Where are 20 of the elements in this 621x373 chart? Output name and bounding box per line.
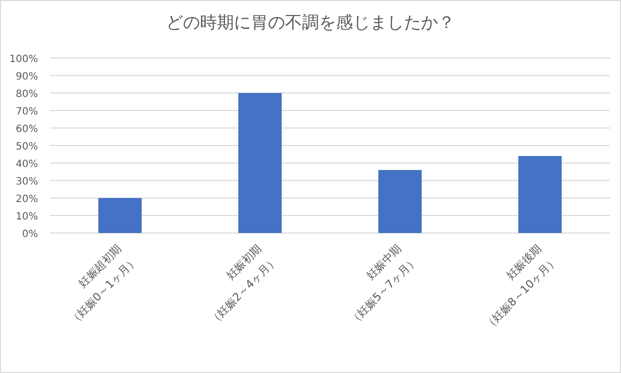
y-tick-label: 100% <box>9 54 38 65</box>
bar <box>518 156 562 233</box>
y-tick-label: 40% <box>16 159 38 170</box>
y-tick-label: 70% <box>16 106 38 118</box>
x-tick-label: 妊娠初期 （妊娠2～4ヶ月） <box>206 242 280 328</box>
y-tick-label: 30% <box>16 176 38 188</box>
y-tick-label: 80% <box>16 89 38 100</box>
bar <box>378 170 422 233</box>
y-tick-label: 50% <box>16 142 38 152</box>
x-tick-label: 妊娠超初期 （妊娠0～1ヶ月） <box>66 242 140 328</box>
y-tick-label: 10% <box>16 212 38 222</box>
bar <box>98 198 142 233</box>
y-tick-label: 90% <box>16 72 38 82</box>
x-tick-label: 妊娠後期 （妊娠8～10ヶ月） <box>482 242 560 332</box>
bar <box>238 93 282 233</box>
chart-title: どの時期に胃の不調を感じましたか？ <box>166 13 455 33</box>
y-tick-label: 0% <box>22 229 38 240</box>
y-tick-label: 60% <box>16 124 38 135</box>
y-tick-label: 20% <box>16 194 38 205</box>
x-tick-label: 妊娠中期 （妊娠5～7ヶ月） <box>346 242 420 328</box>
